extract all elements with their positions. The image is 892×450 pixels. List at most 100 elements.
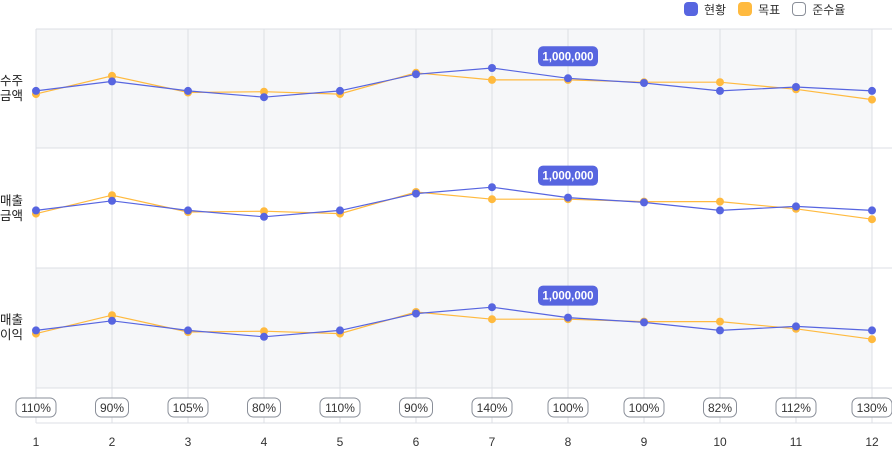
compliance-rate-label: 90% — [404, 401, 428, 415]
legend-item-current[interactable]: 현황 — [684, 1, 726, 18]
compliance-rate-pill-bg — [547, 397, 589, 418]
data-point-current — [184, 86, 192, 95]
data-point-current — [868, 206, 876, 215]
value-badge-label: 1,000,000 — [542, 51, 593, 63]
compliance-rate-pill-bg — [247, 397, 281, 418]
data-point-current — [108, 316, 116, 325]
value-badge-bg — [538, 285, 598, 306]
legend-item-rate[interactable]: 준수율 — [792, 1, 845, 18]
row-label-profit: 매출 이익 — [0, 313, 24, 342]
data-point-target — [488, 315, 496, 324]
panel-background — [36, 29, 872, 148]
compliance-rate-pill-bg — [15, 397, 57, 418]
panel-background — [36, 268, 872, 388]
compliance-rate-pill: 100% — [547, 397, 589, 418]
x-tick-label: 2 — [109, 435, 116, 449]
data-point-current — [184, 206, 192, 215]
data-point-current — [564, 74, 572, 83]
data-point-target — [868, 335, 876, 344]
data-point-current — [488, 183, 496, 192]
compliance-rate-label: 100% — [629, 401, 660, 415]
compliance-rate-pill: 80% — [247, 397, 281, 418]
compliance-rate-pill: 140% — [471, 397, 513, 418]
value-badge-label: 1,000,000 — [542, 171, 593, 183]
x-tick-label: 4 — [261, 435, 268, 449]
data-point-current — [260, 332, 268, 341]
x-tick-label: 3 — [185, 435, 192, 449]
compliance-rate-pill-bg — [167, 397, 209, 418]
data-point-current — [488, 64, 496, 72]
data-point-target — [868, 95, 876, 104]
data-point-current — [108, 196, 116, 205]
x-tick-label: 12 — [865, 435, 879, 449]
compliance-rate-label: 100% — [553, 401, 584, 415]
compliance-rate-label: 140% — [477, 401, 508, 415]
compliance-rate-label: 110% — [21, 401, 51, 415]
compliance-rate-pill-bg — [623, 397, 665, 418]
data-point-current — [412, 70, 420, 79]
x-tick-label: 7 — [489, 435, 496, 449]
compliance-rate-label: 112% — [781, 401, 811, 415]
compliance-rate-pill-bg — [703, 397, 737, 418]
data-point-current — [792, 83, 800, 91]
compliance-rate-label: 130% — [857, 401, 888, 415]
data-point-current — [564, 193, 572, 202]
legend-swatch-rate — [792, 2, 807, 16]
legend-swatch-current — [684, 2, 698, 16]
compliance-rate-pill: 105% — [167, 397, 209, 418]
legend-item-target[interactable]: 목표 — [738, 1, 780, 18]
data-point-target — [488, 195, 496, 204]
data-point-current — [868, 326, 876, 335]
value-badge-bg — [538, 165, 598, 186]
data-point-current — [716, 326, 724, 335]
data-point-current — [184, 326, 192, 335]
legend-label-rate: 준수율 — [812, 2, 846, 17]
x-tick-label: 5 — [337, 435, 344, 449]
x-tick-label: 9 — [641, 435, 648, 449]
compliance-rate-pill-bg — [851, 397, 892, 418]
compliance-rate-pill: 100% — [623, 397, 665, 418]
compliance-rate-pill-bg — [319, 397, 361, 418]
data-point-current — [564, 313, 572, 322]
compliance-rate-label: 80% — [252, 401, 276, 415]
legend: 현황 목표 준수율 — [684, 0, 857, 18]
x-tick-label: 11 — [790, 435, 803, 449]
compliance-rate-label: 110% — [325, 401, 355, 415]
compliance-rate-pill: 130% — [851, 397, 892, 418]
compliance-rate-pill-bg — [95, 397, 129, 418]
data-point-current — [32, 326, 40, 335]
data-point-target — [260, 207, 268, 216]
compliance-rate-pill: 110% — [15, 397, 57, 418]
value-badge-bg — [538, 46, 598, 67]
x-tick-label: 1 — [33, 435, 40, 449]
compliance-rate-pill: 90% — [399, 397, 433, 418]
data-point-current — [640, 318, 648, 327]
data-point-target — [108, 311, 116, 320]
compliance-rate-pill: 82% — [703, 397, 737, 418]
data-point-target — [716, 197, 724, 206]
value-badge: 1,000,000 — [538, 46, 598, 67]
data-point-target — [108, 191, 116, 200]
data-point-current — [260, 93, 268, 102]
x-tick-label: 8 — [565, 435, 572, 449]
data-point-current — [716, 206, 724, 215]
legend-swatch-target — [738, 2, 753, 16]
data-point-target — [868, 215, 876, 224]
data-point-current — [260, 212, 268, 221]
compliance-rate-pill-bg — [471, 397, 513, 418]
data-point-target — [260, 87, 268, 96]
data-point-current — [32, 206, 40, 215]
compliance-rate-label: 105% — [173, 401, 204, 415]
compliance-rate-pill-bg — [775, 397, 817, 418]
compliance-rate-pill-bg — [399, 397, 433, 418]
data-point-current — [488, 303, 496, 312]
compliance-rate-label: 82% — [708, 401, 732, 415]
legend-label-target: 목표 — [758, 2, 781, 17]
data-point-current — [640, 79, 648, 87]
compliance-rate-label: 90% — [100, 401, 124, 415]
data-point-current — [412, 189, 420, 198]
value-badge: 1,000,000 — [538, 165, 598, 186]
legend-label-current: 현황 — [704, 2, 727, 17]
data-point-target — [488, 75, 496, 84]
